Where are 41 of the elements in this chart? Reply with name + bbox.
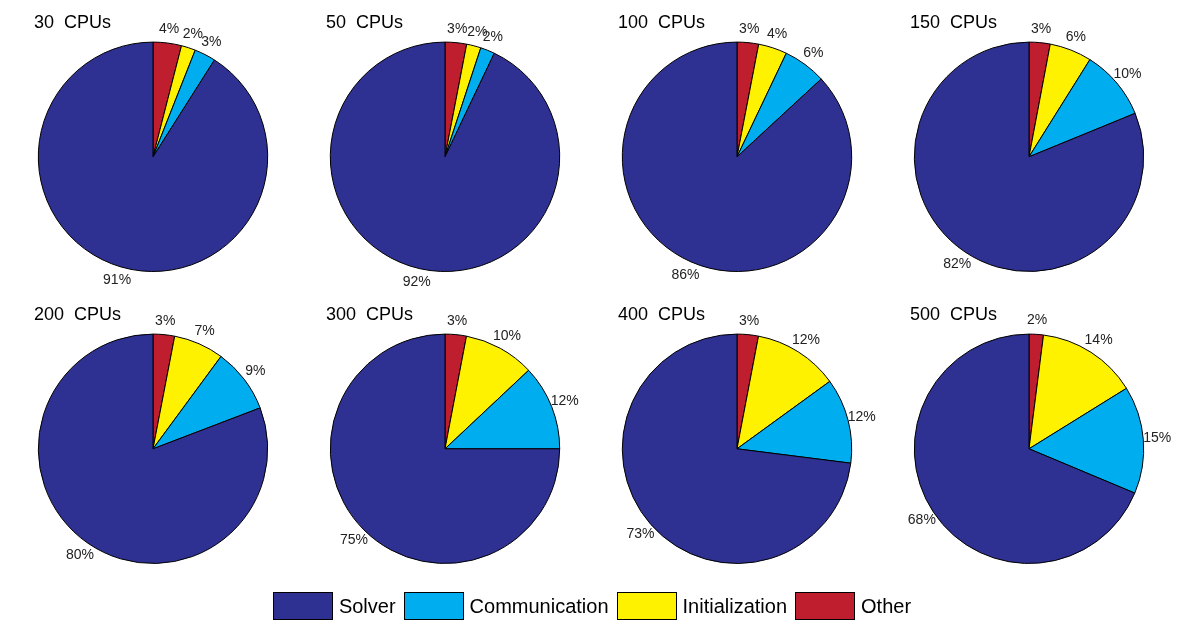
data-label: 91% bbox=[103, 271, 132, 288]
data-label: 2% bbox=[1027, 311, 1048, 328]
chart-title: 30 CPUs bbox=[34, 11, 112, 32]
data-label: 9% bbox=[245, 361, 266, 378]
data-label: 10% bbox=[1113, 64, 1142, 81]
chart-title: 300 CPUs bbox=[326, 303, 414, 324]
legend-label: Solver bbox=[338, 594, 396, 618]
data-label: 6% bbox=[803, 44, 824, 61]
data-label: 12% bbox=[847, 407, 876, 424]
chart-title: 50 CPUs bbox=[326, 11, 404, 32]
chart-title: 100 CPUs bbox=[618, 11, 706, 32]
data-label: 3% bbox=[155, 311, 176, 328]
data-label: 12% bbox=[791, 330, 820, 347]
data-label: 12% bbox=[550, 392, 579, 409]
chart-title: 500 CPUs bbox=[910, 303, 998, 324]
data-label: 4% bbox=[159, 19, 180, 36]
chart-title: 400 CPUs bbox=[618, 303, 706, 324]
data-label: 3% bbox=[739, 19, 760, 36]
chart-title: 150 CPUs bbox=[910, 11, 998, 32]
chart-title: 200 CPUs bbox=[34, 303, 122, 324]
data-label: 3% bbox=[446, 311, 468, 328]
legend-label: Other bbox=[861, 594, 912, 618]
data-label: 2% bbox=[182, 25, 203, 42]
legend-label: Initialization bbox=[682, 594, 788, 618]
data-label: 14% bbox=[1084, 331, 1113, 348]
data-label: 92% bbox=[402, 273, 431, 290]
data-label: 80% bbox=[66, 545, 95, 562]
data-label: 68% bbox=[907, 510, 936, 527]
data-label: 6% bbox=[1065, 27, 1087, 44]
data-label: 82% bbox=[943, 254, 972, 271]
data-label: 75% bbox=[339, 530, 369, 547]
data-label: 3% bbox=[447, 19, 468, 36]
data-label: 86% bbox=[671, 265, 700, 282]
data-label: 3% bbox=[738, 311, 760, 328]
legend-label: Communication bbox=[469, 594, 609, 618]
data-label: 4% bbox=[767, 25, 788, 42]
data-label: 10% bbox=[492, 326, 522, 343]
data-label: 15% bbox=[1143, 429, 1172, 446]
data-label: 7% bbox=[194, 321, 215, 338]
data-label: 3% bbox=[1030, 19, 1052, 36]
data-label: 73% bbox=[626, 524, 655, 541]
